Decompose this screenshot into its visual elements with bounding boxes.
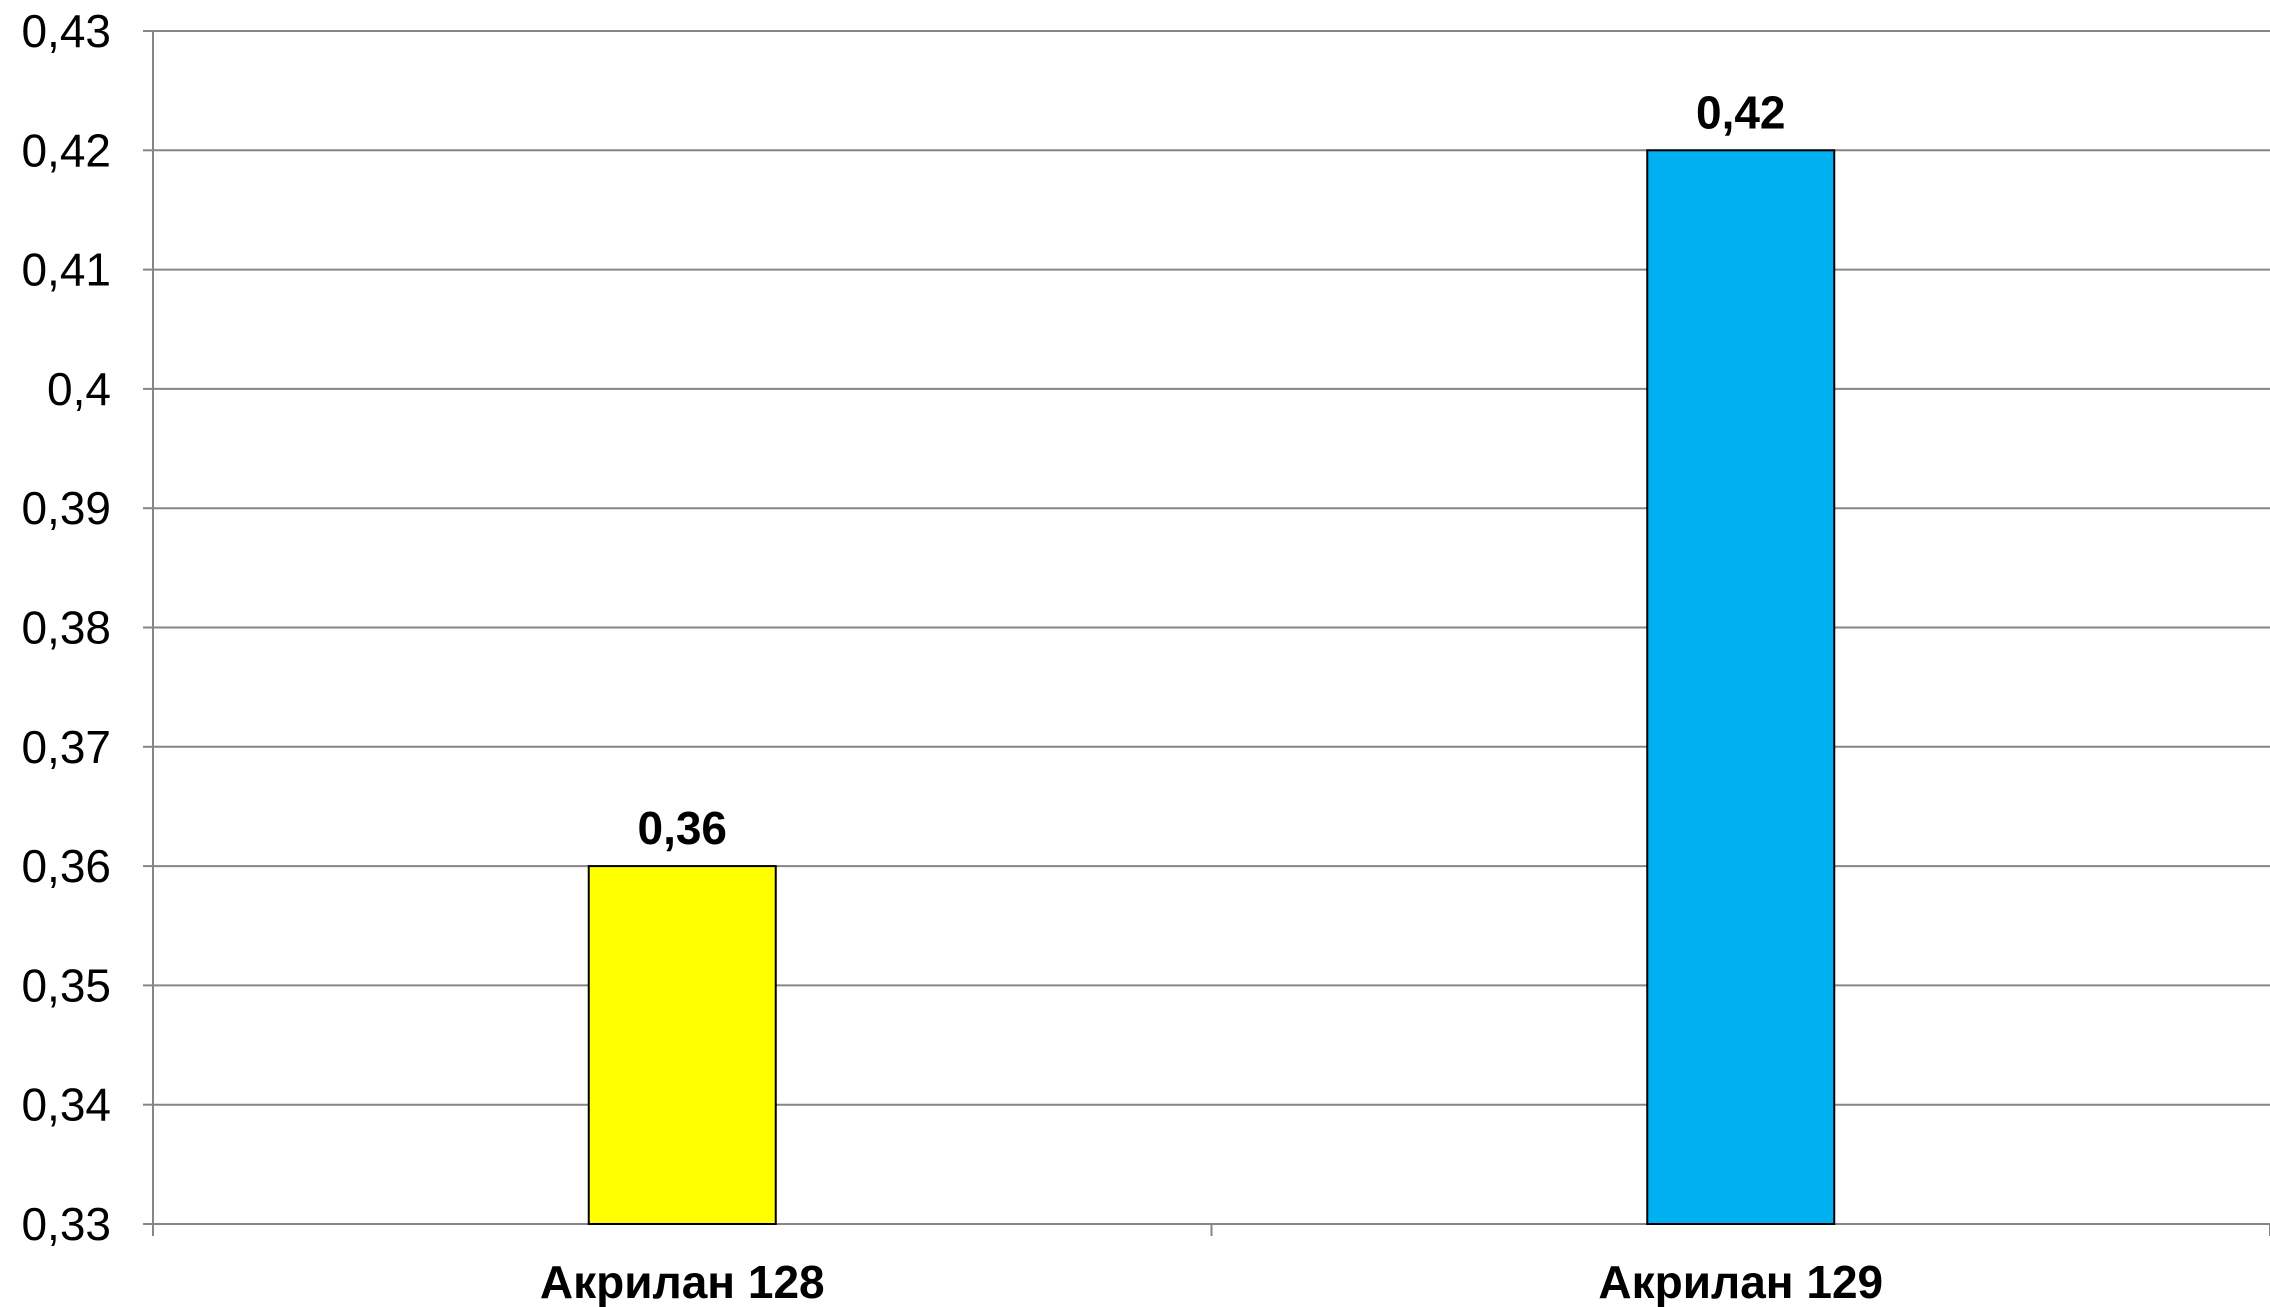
bar <box>587 865 777 1225</box>
bars <box>587 149 1836 1225</box>
data-labels: 0,36 0,42 <box>637 86 1785 854</box>
x-category-label: Акрилан 128 <box>540 1256 825 1307</box>
bar <box>1646 149 1836 1225</box>
y-tick-label: 0,39 <box>21 482 111 534</box>
y-tick-label: 0,37 <box>21 721 111 773</box>
data-label: 0,36 <box>637 802 727 854</box>
y-tick-label: 0,33 <box>21 1198 111 1250</box>
y-tick-label: 0,43 <box>21 5 111 57</box>
y-tick-label: 0,41 <box>21 244 111 296</box>
y-tick-label: 0,35 <box>21 959 111 1011</box>
axes <box>143 30 2270 1236</box>
x-category-label: Акрилан 129 <box>1598 1256 1883 1307</box>
gridlines <box>153 30 2270 1225</box>
y-axis-ticks: 0,33 0,34 0,35 0,36 0,37 0,38 0,39 0,4 0,41 0,42 0… <box>21 5 111 1250</box>
y-tick-label: 0,34 <box>21 1079 111 1131</box>
data-label: 0,42 <box>1696 86 1786 138</box>
y-tick-label: 0,36 <box>21 840 111 892</box>
y-tick-label: 0,38 <box>21 602 111 654</box>
y-tick-label: 0,42 <box>21 124 111 176</box>
x-axis-categories: Акрилан 128 Акрилан 129 <box>540 1256 1883 1307</box>
y-tick-label: 0,4 <box>47 363 111 415</box>
